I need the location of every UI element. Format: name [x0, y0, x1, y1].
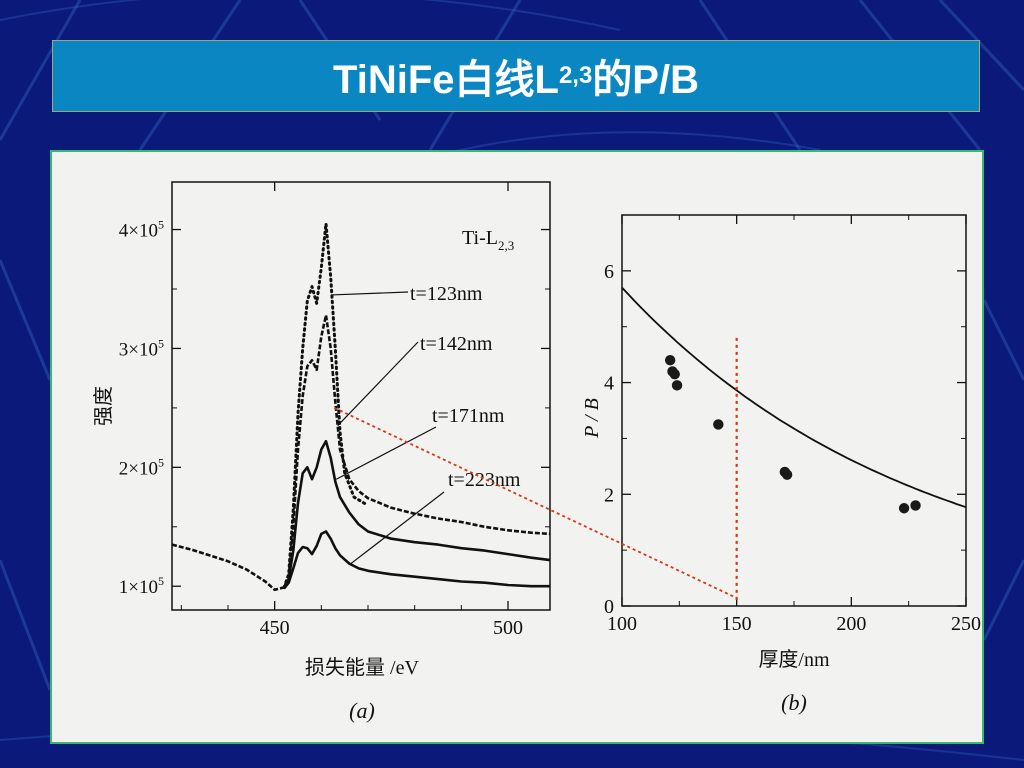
- chart-a-element-label: Ti-L2,3: [462, 227, 514, 253]
- figure-panel: 450 500 1×105 2×105 3×105 4×105 t=123nm t=142n…: [50, 150, 984, 744]
- chart-b-panel-label: (b): [781, 690, 807, 715]
- chart-a-xlabel: 损失能量 /eV: [305, 656, 419, 679]
- chart-b-frame: [621, 214, 967, 607]
- chart-b-x-tick-label: 250: [951, 613, 981, 635]
- series-label: t=142nm: [420, 333, 493, 355]
- series-leader-line: [335, 426, 437, 480]
- chart-b-x-tick-label: 150: [722, 613, 752, 635]
- title-subscript: 2,3: [558, 62, 593, 89]
- series-label: t=223nm: [448, 469, 521, 491]
- chart-a-frame: [171, 181, 551, 611]
- chart-b-y-tick-label: 2: [604, 484, 614, 506]
- chart-b-x-tick-label: 200: [836, 613, 866, 635]
- chart-a-x-tick-label: 500: [493, 617, 523, 639]
- chart-b-x-tick-label: 100: [607, 613, 637, 635]
- chart-b-data-point: [781, 469, 793, 480]
- series-label: t=171nm: [432, 405, 505, 427]
- series-line-1: [171, 313, 551, 592]
- series-line-0: [282, 222, 370, 589]
- chart-b-xlabel: 厚度/nm: [758, 648, 830, 671]
- chart-a-panel-label: (a): [349, 698, 375, 723]
- chart-b-y-tick-label: 0: [604, 596, 614, 618]
- series-line-3: [282, 530, 550, 590]
- series-label: t=123nm: [410, 283, 483, 305]
- chart-a-x-tick-label: 450: [260, 617, 290, 639]
- chart-b-data-point: [664, 355, 676, 366]
- chart-b-data-point: [713, 419, 724, 430]
- series-leader-line: [348, 491, 445, 566]
- chart-a-y-tick-label: 2×105: [119, 455, 164, 479]
- series-leader-line: [331, 291, 409, 296]
- chart-a-y-tick-label: 4×105: [119, 218, 164, 242]
- chart-a-y-tick-label: 1×105: [119, 574, 164, 598]
- chart-b-y-tick-label: 6: [604, 261, 614, 283]
- chart-b: 100 150 200 250 0 2 4 6 厚度/nm P / B (b): [581, 214, 981, 715]
- figure-svg: 450 500 1×105 2×105 3×105 4×105 t=123nm t=142n…: [92, 181, 981, 723]
- chart-a-ylabel: 强度: [92, 386, 115, 426]
- chart-b-data-point: [898, 503, 910, 514]
- series-line-2: [282, 439, 551, 589]
- chart-b-y-tick-label: 4: [604, 373, 614, 395]
- title-suffix: 的P/B: [592, 58, 699, 102]
- annotation-arrow-line: [334, 407, 738, 599]
- chart-b-fit-curve: [621, 286, 967, 509]
- chart-a-y-tick-label: 3×105: [119, 336, 164, 360]
- chart-a: 450 500 1×105 2×105 3×105 4×105 t=123nm t=142n…: [92, 181, 551, 723]
- chart-b-data-point: [669, 368, 680, 380]
- chart-b-data-point: [910, 500, 921, 511]
- slide-title: TiNiFe白线L 2,3 的P/B: [52, 40, 980, 112]
- chart-b-data-point: [671, 380, 683, 391]
- title-prefix: TiNiFe白线L: [333, 58, 559, 102]
- series-leader-line: [337, 341, 419, 427]
- chart-b-ylabel: P / B: [581, 398, 603, 439]
